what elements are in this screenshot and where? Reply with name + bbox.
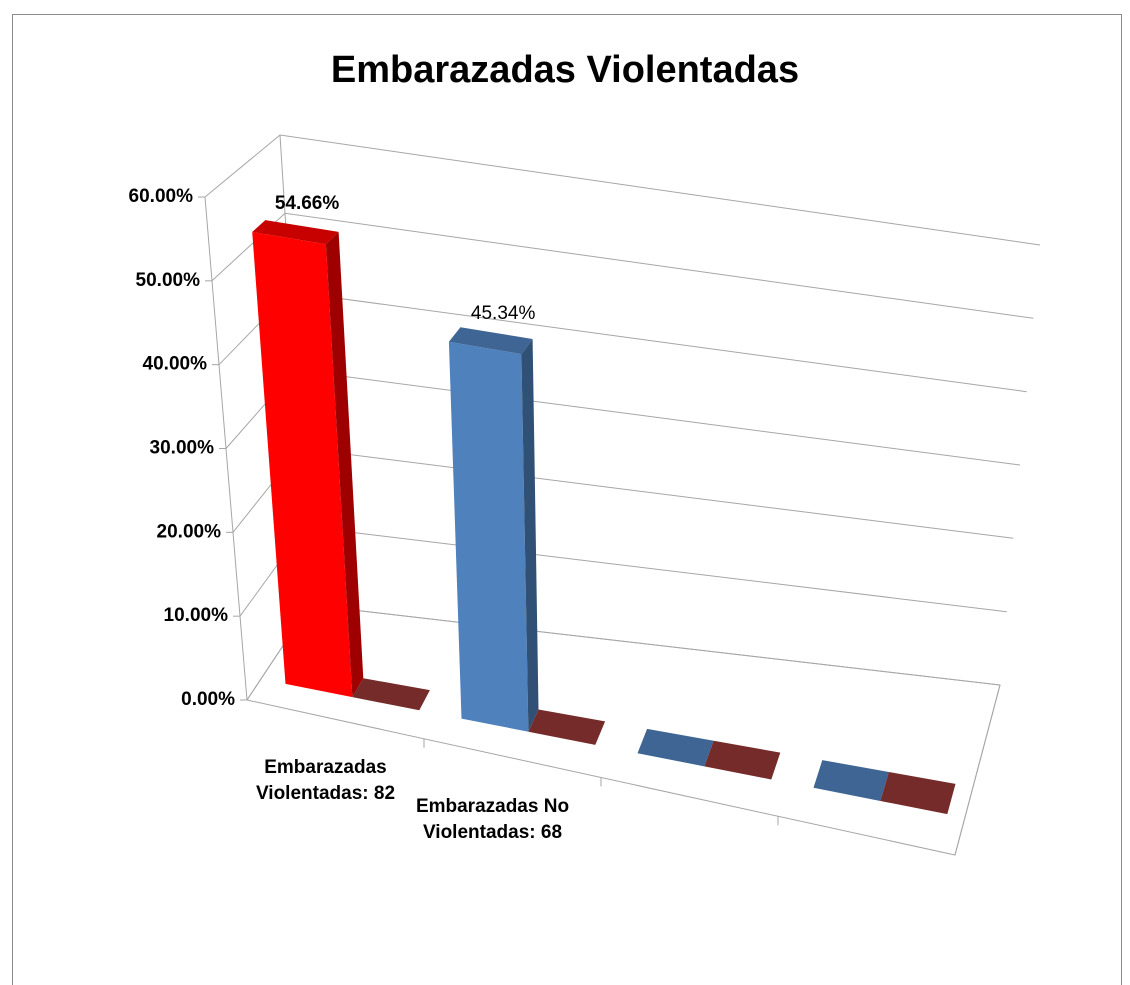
y-tick-label: 30.00% bbox=[150, 438, 215, 459]
bar-top bbox=[704, 740, 781, 780]
back-edge bbox=[954, 684, 1001, 856]
x-tick-label: Embarazadas Violentadas: 82 bbox=[255, 757, 396, 805]
grid-line bbox=[204, 134, 1041, 246]
bar-top bbox=[813, 760, 889, 801]
data-label: 45.34% bbox=[471, 303, 536, 324]
x-tick-label: Embarazadas No Violentadas: 68 bbox=[415, 796, 570, 844]
chart-title: Embarazadas Violentadas bbox=[331, 49, 799, 91]
bar-top bbox=[637, 728, 714, 767]
bar-top bbox=[880, 772, 956, 815]
bar-front bbox=[252, 232, 353, 698]
grid-line bbox=[211, 212, 1034, 319]
y-tick-label: 50.00% bbox=[136, 270, 201, 291]
y-tick-label: 20.00% bbox=[157, 521, 222, 542]
bar-top bbox=[448, 327, 533, 355]
bar-top bbox=[528, 709, 606, 745]
chart-frame bbox=[12, 14, 1122, 985]
y-tick-label: 40.00% bbox=[143, 354, 208, 375]
bar-side bbox=[325, 231, 364, 698]
bar-front bbox=[448, 341, 529, 732]
y-tick-label: 60.00% bbox=[129, 186, 194, 207]
y-tick-label: 10.00% bbox=[164, 605, 229, 626]
y-tick-label: 0.00% bbox=[181, 689, 235, 710]
bar-top bbox=[252, 220, 339, 245]
bar-side bbox=[521, 339, 539, 732]
data-label: 54.66% bbox=[275, 193, 340, 214]
bar-top bbox=[352, 678, 430, 711]
